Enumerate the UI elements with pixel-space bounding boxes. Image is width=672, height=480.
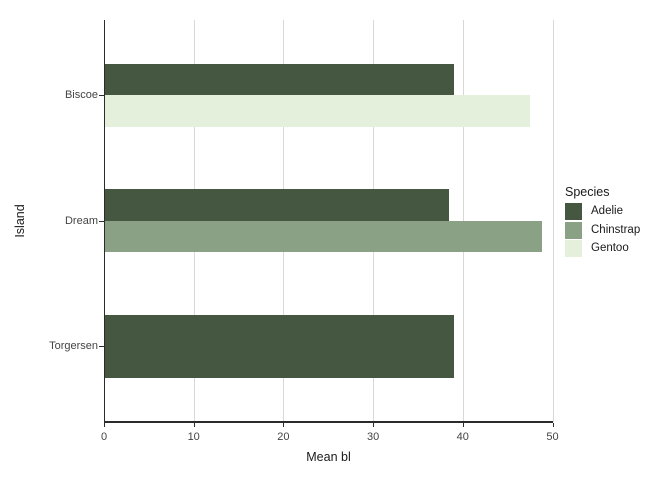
legend-item-adelie: Adelie — [565, 203, 672, 220]
legend-item-gentoo: Gentoo — [565, 240, 672, 257]
gridline-x-50 — [552, 20, 554, 422]
bar-torgersen-adelie — [104, 314, 454, 378]
bar-dream-adelie — [104, 189, 450, 221]
legend-swatch-chinstrap — [565, 221, 582, 239]
bar-biscoe-gentoo — [104, 95, 531, 127]
y-axis-line — [103, 19, 105, 423]
x-tick-label-50: 50 — [546, 431, 559, 443]
legend-label-gentoo: Gentoo — [591, 242, 629, 254]
legend-swatch-adelie — [565, 203, 582, 220]
y-category-label-torgersen: Torgersen — [49, 340, 98, 353]
y-tick-biscoe — [99, 95, 104, 97]
y-category-label-dream: Dream — [64, 214, 98, 227]
bar-dream-chinstrap — [104, 220, 542, 253]
x-axis-line — [103, 421, 553, 423]
y-category-label-biscoe: Biscoe — [64, 89, 98, 102]
legend-label-adelie: Adelie — [591, 205, 623, 217]
y-tick-dream — [99, 220, 104, 222]
y-tick-torgersen — [99, 346, 104, 348]
x-tick-20 — [283, 422, 285, 427]
legend-items: Adelie Chinstrap Gentoo — [565, 203, 672, 257]
bar-biscoe-adelie — [104, 63, 454, 96]
gridline-x-40 — [462, 20, 464, 422]
x-tick-10 — [193, 422, 195, 427]
legend-item-chinstrap: Chinstrap — [565, 221, 672, 239]
x-tick-label-30: 30 — [366, 431, 380, 443]
x-tick-label-40: 40 — [456, 431, 469, 443]
x-tick-50 — [552, 422, 554, 427]
x-axis-title: Mean bl — [306, 450, 351, 464]
x-tick-0 — [104, 422, 105, 427]
x-tick-label-10: 10 — [187, 431, 200, 443]
legend-label-chinstrap: Chinstrap — [591, 223, 641, 236]
legend-title: Species — [565, 185, 610, 199]
x-tick-label-20: 20 — [277, 431, 290, 443]
x-tick-30 — [373, 422, 375, 427]
y-axis-title: Island — [13, 204, 27, 238]
x-tick-40 — [462, 422, 464, 427]
legend: Species Adelie Chinstrap Gentoo — [565, 185, 672, 259]
legend-swatch-gentoo — [565, 240, 582, 257]
x-tick-label-0: 0 — [100, 431, 108, 443]
